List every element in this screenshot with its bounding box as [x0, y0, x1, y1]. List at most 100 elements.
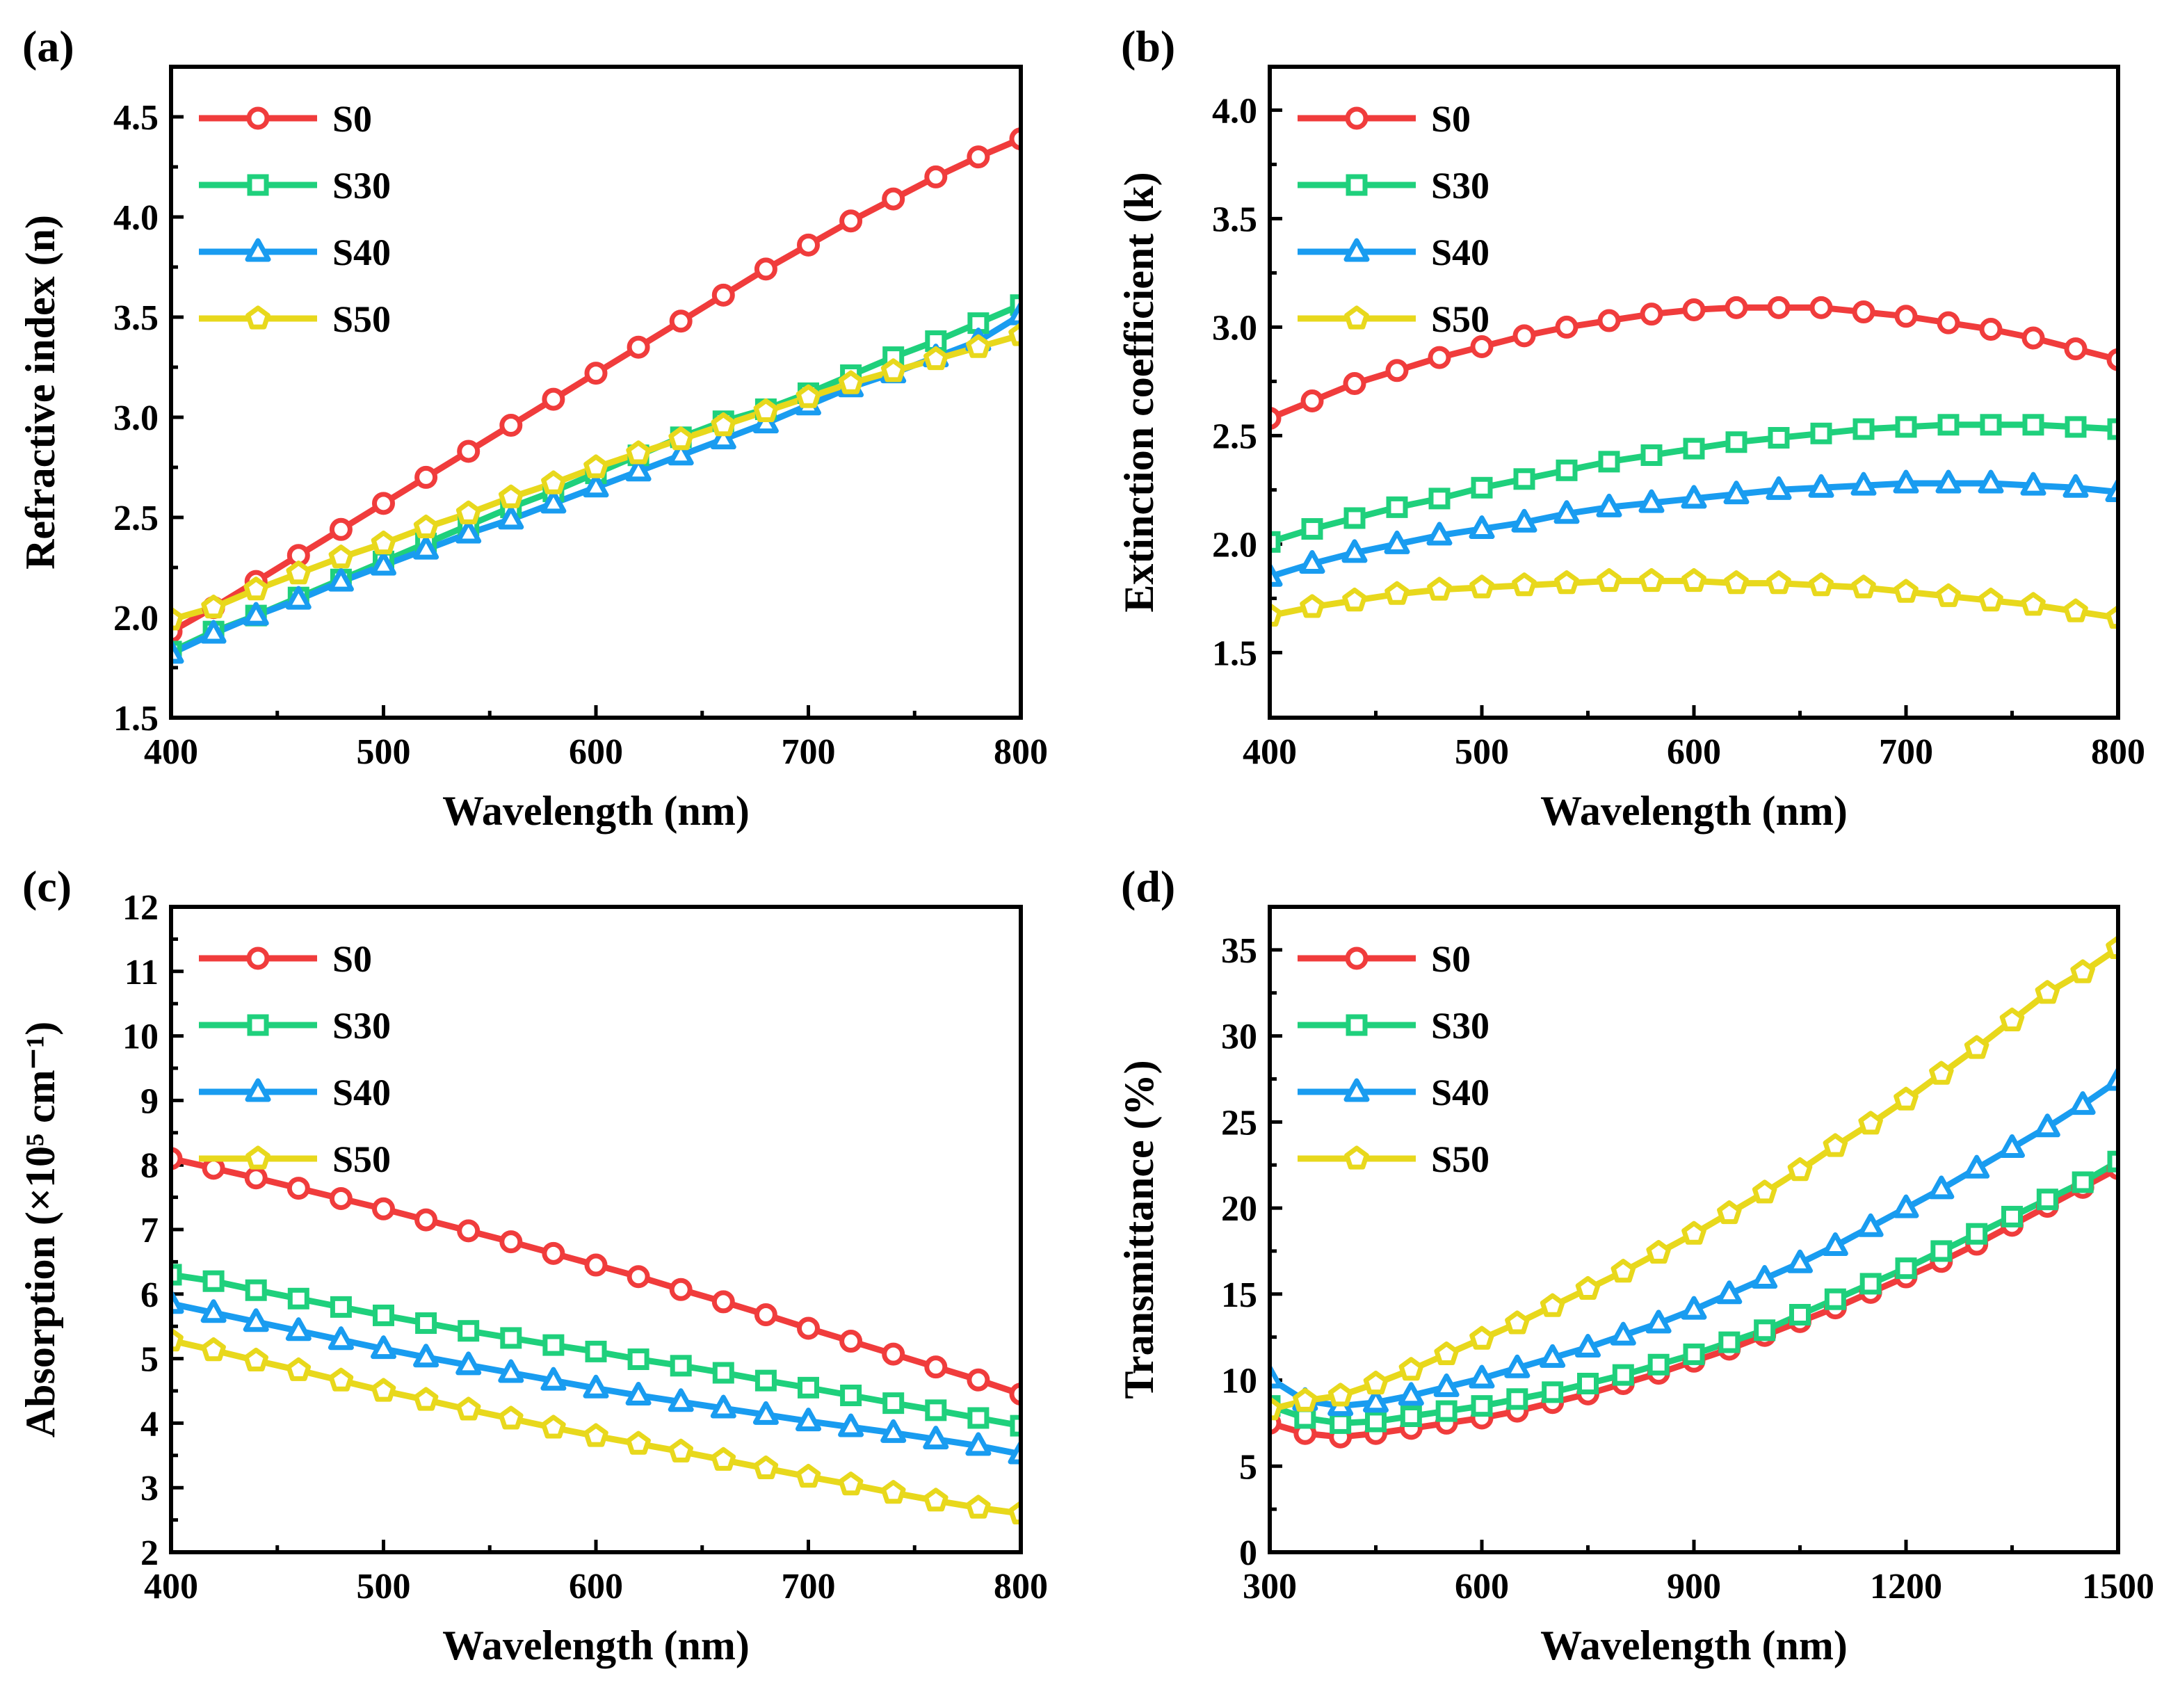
- data-point-s50: [413, 514, 439, 538]
- data-point-s0: [372, 492, 395, 515]
- data-point-s50: [1823, 1133, 1848, 1157]
- data-point-s40: [583, 1374, 609, 1399]
- data-point-s0: [171, 1147, 183, 1170]
- data-point-s40: [1752, 1265, 1778, 1289]
- y-tick-label: 5: [140, 1340, 159, 1380]
- data-point-s30: [1542, 1381, 1564, 1403]
- data-point-s50: [1008, 322, 1021, 346]
- data-point-s50: [1858, 1111, 1883, 1135]
- legend-label-s30: S30: [332, 1005, 391, 1047]
- data-point-s50: [243, 1347, 268, 1371]
- data-point-s0: [1894, 305, 1918, 328]
- data-point-s30: [1895, 416, 1917, 438]
- data-point-s30: [1598, 451, 1620, 473]
- data-point-s40: [243, 602, 269, 626]
- data-point-s0: [1009, 127, 1021, 151]
- data-point-s40: [1433, 1373, 1460, 1397]
- legend-label-s30: S30: [332, 165, 391, 207]
- data-point-s40: [1935, 469, 1962, 494]
- data-point-s30: [1683, 437, 1705, 460]
- data-point-s40: [1341, 539, 1368, 563]
- data-point-s30: [967, 312, 990, 335]
- data-point-s30: [798, 1376, 819, 1399]
- data-point-s0: [286, 1177, 310, 1200]
- y-tick-label: 1.5: [113, 699, 159, 739]
- y-tick-label: 20: [1221, 1189, 1257, 1229]
- data-point-s40: [1999, 1134, 2025, 1158]
- data-point-s30: [1506, 1388, 1528, 1410]
- data-point-s50: [753, 1455, 779, 1479]
- data-point-s50: [1766, 570, 1791, 595]
- legend-marker-s30: [247, 174, 269, 196]
- data-point-s0: [627, 335, 650, 359]
- data-point-s40: [328, 567, 354, 592]
- data-point-s30: [1754, 1319, 1776, 1342]
- data-point-s40: [2105, 478, 2118, 503]
- data-point-s40: [1384, 530, 1410, 554]
- data-point-s50: [171, 606, 184, 631]
- data-point-s50: [541, 1415, 566, 1439]
- data-point-s30: [1852, 418, 1875, 440]
- data-point-s0: [1937, 311, 1960, 335]
- data-point-s0: [1597, 309, 1621, 332]
- data-point-s0: [1640, 303, 1663, 326]
- data-point-s30: [840, 1384, 862, 1406]
- data-point-s30: [1789, 1303, 1811, 1326]
- data-point-s40: [1299, 549, 1325, 574]
- data-point-s40: [1787, 1249, 1813, 1273]
- data-point-s30: [1718, 1331, 1741, 1353]
- chart-panel-2: (b) 400 500 600 700 800 1.5 2.0 2.5 3.0 3.5 4.0 Wave…: [1116, 22, 2145, 834]
- chart-panel-3: (c) 400 500 600 700 800 2 3 4 5 6 7 8 9 10 11 12 Waveleng…: [17, 862, 1048, 1668]
- data-point-s0: [924, 1355, 948, 1379]
- data-point-s0: [882, 1342, 905, 1366]
- data-point-s50: [838, 1472, 864, 1496]
- data-point-s30: [1683, 1343, 1705, 1365]
- data-point-s0: [414, 1208, 438, 1232]
- data-point-s30: [712, 1362, 734, 1384]
- y-axis-title: Refractive index (n): [17, 215, 63, 570]
- data-point-s0: [329, 1186, 353, 1210]
- data-point-s0: [1852, 300, 1875, 324]
- data-area: [171, 1147, 1021, 1524]
- data-point-s40: [1822, 1232, 1848, 1257]
- legend-label-s0: S0: [332, 938, 372, 980]
- y-tick-label: 4: [140, 1404, 159, 1444]
- data-point-s50: [1293, 1387, 1318, 1412]
- x-tick-label: 800: [2091, 732, 2145, 772]
- data-point-s0: [1767, 296, 1791, 319]
- data-point-s50: [1270, 602, 1282, 627]
- data-point-s40: [1681, 485, 1707, 509]
- data-point-s40: [1596, 493, 1622, 517]
- data-point-s30: [2072, 1171, 2094, 1193]
- chart-panel-1: (a) 400 500 600 700 800 1.5 2.0 2.5 3.0 3.5 4.0 4.5 W…: [17, 22, 1048, 834]
- data-point-s30: [287, 1287, 309, 1310]
- data-point-s50: [1554, 570, 1579, 595]
- data-point-s50: [626, 1431, 651, 1455]
- data-point-s40: [498, 1359, 524, 1383]
- legend-marker-s30: [1346, 174, 1368, 196]
- data-point-s50: [583, 1423, 608, 1447]
- data-point-s0: [1470, 335, 1494, 358]
- y-tick-label: 35: [1221, 931, 1257, 971]
- data-point-s40: [583, 474, 609, 498]
- data-point-s50: [1342, 588, 1367, 612]
- data-point-s40: [171, 640, 184, 664]
- data-point-s50: [201, 1337, 226, 1362]
- data-point-s50: [1717, 1200, 1742, 1225]
- data-point-s30: [925, 1399, 947, 1421]
- data-point-s50: [1999, 1007, 2025, 1031]
- data-point-s0: [1725, 296, 1748, 319]
- legend-label-s50: S50: [1431, 298, 1489, 340]
- data-point-s40: [455, 519, 482, 544]
- data-point-s50: [328, 1367, 354, 1392]
- data-point-s40: [1893, 1194, 1919, 1218]
- legend-marker-s30: [247, 1014, 269, 1036]
- y-tick-label: 25: [1221, 1103, 1257, 1143]
- y-tick-label: 2.0: [113, 599, 159, 638]
- data-point-s50: [1008, 1500, 1021, 1524]
- data-point-s50: [243, 577, 268, 601]
- data-point-s30: [1435, 1400, 1458, 1422]
- data-point-s40: [285, 586, 312, 610]
- data-point-s40: [796, 1408, 821, 1432]
- data-point-s50: [1327, 1383, 1353, 1407]
